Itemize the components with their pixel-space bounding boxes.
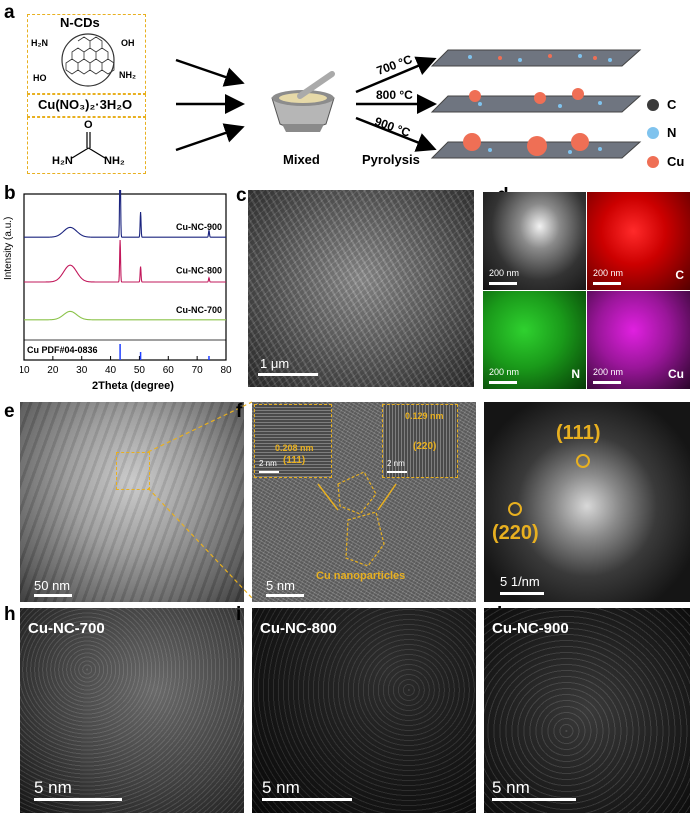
xrd-xtick-label-20: 20 <box>47 365 59 376</box>
tem-zoom-box <box>116 452 150 490</box>
saed-hkl-220: (220) <box>492 522 539 544</box>
haadf-700-label: Cu-NC-700 <box>28 620 105 637</box>
eds-label-n: N <box>571 367 580 381</box>
haadf-800-scale: 5 nm <box>262 778 300 797</box>
eds-map-c: 200 nm C <box>587 192 690 290</box>
haadf-800-image: Cu-NC-800 5 nm <box>252 608 476 813</box>
xrd-series-Cu-NC-800 <box>24 239 226 283</box>
inset2-scale: 2 nm <box>387 459 405 468</box>
xrd-xlabel: 2Theta (degree) <box>92 380 174 392</box>
salt-label: Cu(NO₃)₂·3H₂O <box>38 97 133 112</box>
urea-box <box>27 117 146 174</box>
scheme-arrows <box>175 49 659 168</box>
hrtem-image: 0.208 nm (111) 2 nm 0.129 nm (220) 2 nm … <box>252 402 476 602</box>
hrtem-scale-label: 5 nm <box>266 578 295 593</box>
eds-scale-2: 200 nm <box>593 268 624 278</box>
sem-scalebar <box>258 373 318 376</box>
pyrolysis-label: Pyrolysis <box>362 152 420 167</box>
tem-scale-label: 50 nm <box>34 578 71 593</box>
haadf-700-image: Cu-NC-700 5 nm <box>20 608 244 813</box>
mortar-icon <box>271 71 335 132</box>
xrd-xtick-label-70: 70 <box>192 365 204 376</box>
inset2-hkl: (220) <box>413 441 437 452</box>
xrd-frame <box>23 193 227 361</box>
ncds-box <box>27 14 146 94</box>
saed-scale-label: 5 1/nm <box>500 574 540 589</box>
saed-ring-111 <box>576 454 590 468</box>
urea-nh2: NH₂ <box>104 155 125 167</box>
xrd-xtick-label-50: 50 <box>134 365 146 376</box>
panel-label-a: a <box>4 2 15 23</box>
urea-oxygen: O <box>84 119 93 131</box>
inset2-d: 0.129 nm <box>405 411 444 421</box>
xrd-series-label-Cu-NC-700: Cu-NC-700 <box>176 305 222 315</box>
tem-image: 50 nm <box>20 402 244 602</box>
xrd-xtick-label-40: 40 <box>105 365 117 376</box>
xrd-series-label-Cu-NC-800: Cu-NC-800 <box>176 266 222 276</box>
eds-map-n: 200 nm N <box>483 291 586 389</box>
hrtem-annotations <box>317 471 397 567</box>
eds-map-cu: 200 nm Cu <box>587 291 690 389</box>
saed-image: (111) (220) 5 1/nm <box>484 402 690 602</box>
xrd-chart: 10 20 30 40 50 60 70 80 Cu-NC-900 Cu-NC-800 Cu-NC-… <box>20 190 232 376</box>
urea-h2n: H₂N <box>52 155 73 167</box>
eds-scale-3: 200 nm <box>489 367 520 377</box>
cu-nanoparticles-label: Cu nanoparticles <box>316 570 406 582</box>
eds-scale-4: 200 nm <box>593 367 624 377</box>
haadf-700-scale: 5 nm <box>34 778 72 797</box>
xrd-ylabel: Intensity (a.u.) <box>3 216 14 280</box>
haadf-900-label: Cu-NC-900 <box>492 620 569 637</box>
hrtem-inset-220: 0.129 nm (220) 2 nm <box>382 404 458 478</box>
inset1-scale: 2 nm <box>259 459 277 468</box>
saed-ring-220 <box>508 502 522 516</box>
inset1-hkl: (111) <box>283 455 306 466</box>
xrd-xtick-label-10: 10 <box>20 365 30 376</box>
xrd-reference-label: Cu PDF#04-0836 <box>27 345 98 355</box>
xrd-xtick-label-60: 60 <box>163 365 175 376</box>
saed-hkl-111: (111) <box>556 422 601 444</box>
haadf-900-image: Cu-NC-900 5 nm <box>484 608 690 813</box>
carbon-sheets <box>430 49 642 159</box>
xrd-series-label-Cu-NC-900: Cu-NC-900 <box>176 222 222 232</box>
panel-label-i: i <box>236 604 242 625</box>
panel-label-f: f <box>236 401 243 422</box>
salt-box <box>27 94 146 117</box>
group-oh-top: OH <box>121 38 135 48</box>
ncd-structure <box>61 33 115 87</box>
legend-cu: Cu <box>667 154 685 169</box>
xrd-series-Cu-NC-700 <box>24 310 226 321</box>
eds-label-c: C <box>675 268 684 282</box>
ncds-title: N-CDs <box>60 15 100 30</box>
group-nh2-bottom: NH₂ <box>119 70 136 80</box>
legend-dots <box>647 99 659 168</box>
panel-label-b: b <box>4 183 16 204</box>
inset1-d: 0.208 nm <box>275 443 314 453</box>
panel-label-h: h <box>4 604 16 625</box>
legend-n: N <box>667 125 677 140</box>
temp-800: 800 °C <box>376 88 413 102</box>
xrd-series-Cu-NC-900 <box>24 190 226 238</box>
panel-label-e: e <box>4 401 15 422</box>
sem-scale-label: 1 μm <box>260 356 290 371</box>
panel-label-c: c <box>236 185 247 206</box>
group-nh2-top: H₂N <box>31 38 48 48</box>
eds-label-cu: Cu <box>668 367 684 381</box>
xrd-xtick-label-80: 80 <box>220 365 232 376</box>
hrtem-inset-111: 0.208 nm (111) 2 nm <box>254 404 332 478</box>
mixed-label: Mixed <box>283 152 320 167</box>
zoom-lines <box>147 401 253 599</box>
haadf-800-label: Cu-NC-800 <box>260 620 337 637</box>
sem-image: 1 μm <box>248 190 474 387</box>
eds-haadf-image: 200 nm <box>483 192 586 290</box>
legend-c: C <box>667 97 677 112</box>
xrd-xtick-label-30: 30 <box>76 365 88 376</box>
eds-scale-1: 200 nm <box>489 268 520 278</box>
urea-structure <box>71 132 106 159</box>
haadf-900-scale: 5 nm <box>492 778 530 797</box>
group-ho-bottom: HO <box>33 73 47 83</box>
